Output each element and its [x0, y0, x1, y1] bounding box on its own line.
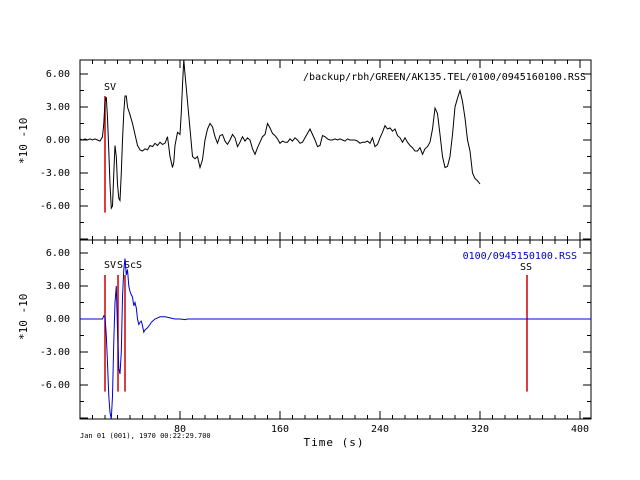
bottom-waveform-trace: [80, 258, 592, 420]
xtick-240: 240: [371, 424, 389, 435]
top-panel: 6.00 3.00 0.00 -3.00 -6.00 *10 -10 /back…: [17, 59, 586, 213]
xtick-400: 400: [571, 424, 589, 435]
xtick-80: 80: [174, 424, 186, 435]
date-label: Jan 01 (001), 1970 00:22:29.700: [80, 432, 211, 440]
top-phase-label-sv: SV: [104, 82, 116, 93]
bottom-phase-label-scs: ScS: [124, 260, 142, 271]
bottom-phase-label-sv: SV: [104, 260, 116, 271]
top-waveform-trace: [79, 59, 481, 210]
bottom-ylabel: *10 -10: [17, 294, 30, 340]
xtick-320: 320: [471, 424, 489, 435]
bottom-panel: 6.00 3.00 0.00 -3.00 -6.00 *10 -10 0100/…: [17, 248, 592, 420]
bottom-ytick-0: 0.00: [46, 314, 70, 325]
axis-ticks: [79, 60, 591, 419]
bottom-ytick-6: 6.00: [46, 248, 70, 259]
bottom-phase-label-ss: SS: [520, 262, 532, 273]
bottom-ytick-3: 3.00: [46, 281, 70, 292]
top-ytick-0: 0.00: [46, 135, 70, 146]
bottom-phase-label-s: S: [117, 260, 123, 271]
xtick-160: 160: [271, 424, 289, 435]
bottom-file-label: 0100/0945150100.RSS: [463, 251, 577, 262]
bottom-ytick-neg3: -3.00: [40, 347, 70, 358]
bottom-ytick-neg6: -6.00: [40, 380, 70, 391]
top-ytick-6: 6.00: [46, 69, 70, 80]
top-ylabel: *10 -10: [17, 118, 30, 164]
top-file-label: /backup/rbh/GREEN/AK135.TEL/0100/0945160…: [303, 72, 586, 83]
top-ytick-neg6: -6.00: [40, 201, 70, 212]
top-ytick-3: 3.00: [46, 102, 70, 113]
top-ytick-neg3: -3.00: [40, 168, 70, 179]
bottom-phase-markers: [104, 275, 528, 392]
x-axis-label: Time (s): [304, 436, 365, 449]
